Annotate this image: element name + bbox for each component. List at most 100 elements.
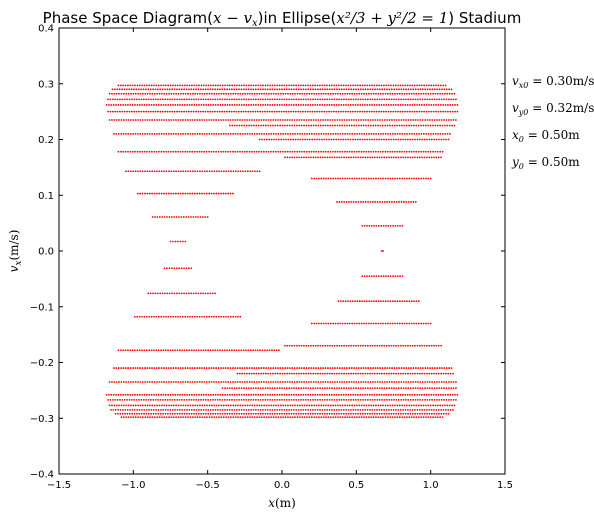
data-point (418, 138, 421, 141)
data-point (319, 119, 322, 121)
data-point (274, 119, 277, 121)
data-point (422, 367, 424, 369)
data-point (376, 398, 379, 401)
data-point (430, 412, 433, 415)
data-point (166, 412, 169, 415)
data-point (287, 92, 289, 95)
data-point (274, 367, 277, 369)
data-point (391, 416, 394, 419)
data-point (125, 416, 128, 419)
data-point (253, 119, 256, 121)
data-point (180, 267, 183, 270)
data-point (146, 84, 148, 87)
data-point (392, 393, 395, 396)
data-point (324, 372, 326, 375)
data-point (337, 110, 340, 113)
data-point (206, 110, 209, 113)
data-point (358, 416, 361, 419)
data-point (209, 88, 212, 91)
data-point (264, 412, 267, 415)
data-point (326, 381, 329, 383)
data-point (254, 110, 257, 113)
data-point (218, 404, 220, 407)
data-point (127, 104, 129, 106)
data-point (361, 225, 364, 227)
data-point (205, 84, 208, 87)
data-point (254, 98, 257, 101)
data-point (340, 412, 343, 415)
data-point (264, 393, 267, 396)
data-point (250, 412, 252, 415)
data-point (113, 133, 115, 135)
data-point (264, 124, 267, 127)
data-point (389, 404, 392, 407)
data-point (291, 156, 293, 159)
data-point (410, 150, 413, 153)
data-point (204, 292, 207, 295)
data-point (199, 416, 201, 419)
data-point (161, 98, 164, 101)
data-point (117, 408, 120, 411)
data-point (340, 372, 343, 375)
data-point (338, 104, 340, 106)
data-point (329, 381, 332, 383)
data-point (378, 408, 381, 411)
data-point (291, 404, 294, 407)
data-point (179, 240, 182, 243)
data-point (452, 387, 455, 390)
data-point (223, 349, 226, 352)
data-point (229, 119, 232, 121)
data-point (409, 381, 412, 383)
data-point (354, 104, 357, 106)
data-point (345, 104, 347, 106)
data-point (173, 292, 176, 295)
data-point (139, 92, 142, 95)
data-point (399, 393, 402, 396)
data-point (272, 367, 275, 369)
data-point (377, 300, 380, 303)
data-point (364, 393, 366, 396)
data-point (183, 412, 186, 415)
data-point (447, 393, 449, 396)
data-point (426, 398, 429, 401)
data-point (150, 98, 152, 101)
data-point (285, 104, 288, 106)
data-point (290, 104, 293, 106)
data-point (349, 84, 352, 87)
data-point (315, 119, 317, 121)
data-point (292, 412, 295, 415)
data-point (312, 367, 315, 369)
data-point (248, 133, 251, 135)
data-point (374, 150, 377, 153)
data-point (447, 412, 450, 415)
data-point (315, 124, 317, 127)
data-point (282, 150, 284, 153)
data-point (298, 367, 301, 369)
data-point (312, 344, 315, 347)
data-point (387, 393, 390, 396)
data-point (300, 98, 302, 101)
data-point (236, 381, 239, 383)
data-point (334, 124, 336, 127)
data-point (211, 88, 214, 91)
data-point (119, 408, 122, 411)
data-point (413, 110, 416, 113)
data-point (436, 367, 439, 369)
data-point (406, 110, 409, 113)
data-point (379, 133, 382, 135)
data-point (395, 412, 398, 415)
data-point (394, 322, 396, 325)
data-point (378, 110, 380, 113)
data-point (295, 98, 298, 101)
data-point (418, 84, 421, 87)
data-point (237, 170, 240, 173)
data-point (175, 216, 178, 218)
data-point (122, 381, 125, 383)
data-point (324, 150, 327, 153)
data-point (292, 393, 295, 396)
data-point (145, 315, 148, 318)
data-point (382, 133, 385, 135)
data-point (334, 150, 337, 153)
data-point (297, 84, 300, 87)
data-point (271, 104, 274, 106)
